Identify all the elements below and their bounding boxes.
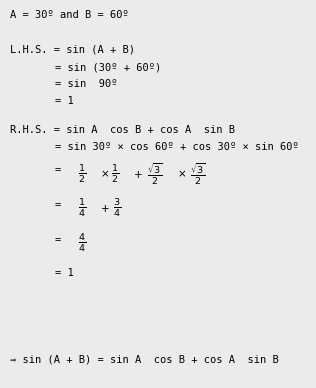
Text: = sin  90º: = sin 90º xyxy=(55,79,118,89)
Text: $\frac{4}{4}$: $\frac{4}{4}$ xyxy=(78,232,86,254)
Text: $\frac{1}{2}$: $\frac{1}{2}$ xyxy=(78,163,86,185)
Text: = 1: = 1 xyxy=(55,268,74,278)
Text: = sin (30º + 60º): = sin (30º + 60º) xyxy=(55,62,161,72)
Text: R.H.S. = sin A  cos B + cos A  sin B: R.H.S. = sin A cos B + cos A sin B xyxy=(10,125,235,135)
Text: $\frac{3}{4}$: $\frac{3}{4}$ xyxy=(113,197,121,219)
Text: $\frac{1}{4}$: $\frac{1}{4}$ xyxy=(78,197,86,219)
Text: A = 30º and B = 60º: A = 30º and B = 60º xyxy=(10,10,129,20)
Text: = 1: = 1 xyxy=(55,96,74,106)
Text: $\times$: $\times$ xyxy=(177,169,186,179)
Text: =: = xyxy=(55,235,61,245)
Text: $+$: $+$ xyxy=(133,168,143,180)
Text: $\frac{1}{2}$: $\frac{1}{2}$ xyxy=(111,163,119,185)
Text: $\frac{\sqrt{3}}{2}$: $\frac{\sqrt{3}}{2}$ xyxy=(147,161,163,187)
Text: $\frac{\sqrt{3}}{2}$: $\frac{\sqrt{3}}{2}$ xyxy=(190,161,206,187)
Text: L.H.S. = sin (A + B): L.H.S. = sin (A + B) xyxy=(10,45,135,55)
Text: $+$: $+$ xyxy=(100,203,110,213)
Text: ⇒ sin (A + B) = sin A  cos B + cos A  sin B: ⇒ sin (A + B) = sin A cos B + cos A sin … xyxy=(10,355,279,365)
Text: =: = xyxy=(55,165,61,175)
Text: = sin 30º × cos 60º + cos 30º × sin 60º: = sin 30º × cos 60º + cos 30º × sin 60º xyxy=(55,142,299,152)
Text: $\times$: $\times$ xyxy=(100,169,109,179)
Text: =: = xyxy=(55,200,61,210)
